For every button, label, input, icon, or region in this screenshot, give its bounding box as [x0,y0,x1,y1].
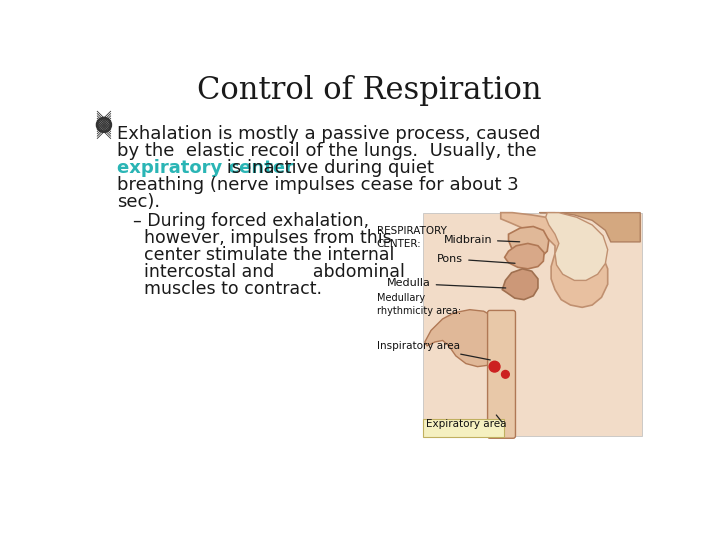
Text: Pons: Pons [437,254,515,264]
Text: Inspiratory area: Inspiratory area [377,341,490,360]
Text: Expiratory area: Expiratory area [426,420,507,429]
FancyBboxPatch shape [487,310,516,438]
Text: RESPIRATORY
CENTER:: RESPIRATORY CENTER: [377,226,446,249]
Text: breathing (nerve impulses cease for about 3: breathing (nerve impulses cease for abou… [117,176,519,194]
Polygon shape [503,269,538,300]
Text: Medulla: Medulla [387,279,505,288]
Circle shape [489,361,500,372]
Polygon shape [505,244,544,269]
Text: Midbrain: Midbrain [444,234,520,245]
Text: – During forced exhalation,: – During forced exhalation, [132,212,369,230]
Text: however, impulses from this: however, impulses from this [144,229,392,247]
Circle shape [97,118,111,132]
FancyBboxPatch shape [423,419,504,437]
Text: expiratory center: expiratory center [117,159,294,177]
Text: by the  elastic recoil of the lungs.  Usually, the: by the elastic recoil of the lungs. Usua… [117,142,536,160]
Text: Medullary
rhythmicity area:: Medullary rhythmicity area: [377,294,461,316]
Text: intercostal and       abdominal: intercostal and abdominal [144,262,405,281]
Polygon shape [508,226,549,259]
Text: Control of Respiration: Control of Respiration [197,75,541,106]
Text: center stimulate the internal: center stimulate the internal [144,246,395,264]
FancyBboxPatch shape [423,213,642,436]
Polygon shape [425,309,505,367]
Text: Exhalation is mostly a passive process, caused: Exhalation is mostly a passive process, … [117,125,541,143]
Polygon shape [500,213,608,307]
Text: is inactive during quiet: is inactive during quiet [221,159,434,177]
Text: sec).: sec). [117,193,161,211]
Polygon shape [539,213,640,242]
Text: muscles to contract.: muscles to contract. [144,280,323,298]
Polygon shape [546,213,608,280]
Circle shape [502,370,509,378]
